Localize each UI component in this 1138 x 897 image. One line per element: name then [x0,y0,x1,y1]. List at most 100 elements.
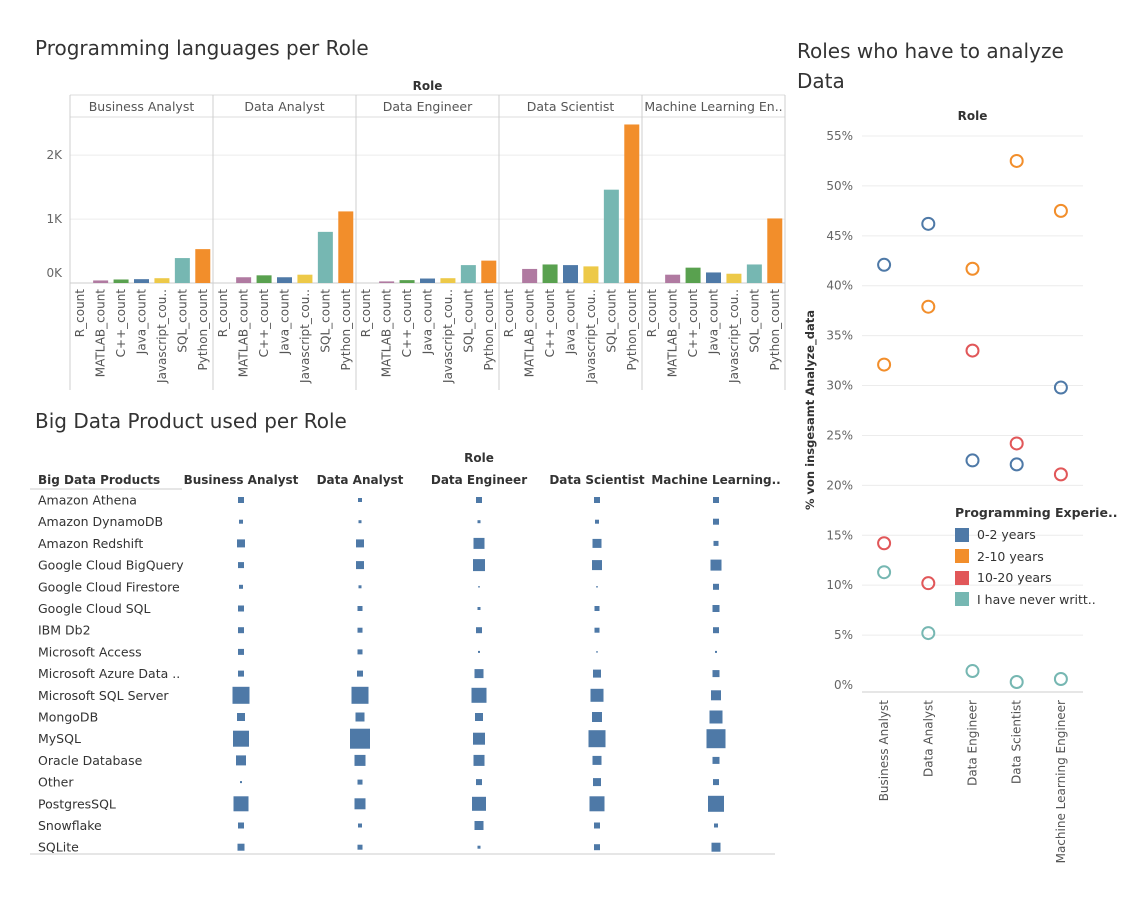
bar-Java_count [134,279,149,283]
role-panel-label: Data Analyst [244,99,324,114]
dot-point [965,343,980,358]
dot-point [965,664,980,679]
usage-square [237,539,245,548]
dot-point [1053,672,1068,687]
usage-square [355,712,365,722]
x-tick-label: SQL_count [461,289,475,353]
dot-point [1053,380,1068,395]
x-tick-label: Javascript_cou.. [584,289,598,384]
legend-item-never[interactable]: I have never writt.. [955,589,1135,611]
bar-Javascript_count [154,278,170,283]
legend-item-2-10[interactable]: 2-10 years [955,546,1135,568]
bar-Python_count [624,124,640,283]
bar-Java_count [420,278,435,283]
product-label: Oracle Database [38,753,143,768]
usage-square [358,498,362,502]
usage-square [711,842,721,852]
usage-square [588,730,606,748]
usage-square [472,796,486,811]
x-tick-label: C++_count [257,289,271,358]
y-tick-label: 30% [826,379,853,393]
bar-C++_count [542,264,558,283]
product-label: Amazon Redshift [38,536,143,551]
dot-point [1009,675,1024,690]
legend-item-10-20[interactable]: 10-20 years [955,567,1135,589]
usage-square [358,585,362,589]
legend-swatch [955,527,969,542]
x-tick-label: SQL_count [175,289,189,353]
x-tick-label: R_count [216,289,230,337]
x-tick-label: C++_count [400,289,414,358]
usage-square [237,713,245,721]
usage-square [708,795,724,812]
usage-square [478,586,480,588]
dot-point [877,565,892,580]
bar-Javascript_count [583,266,599,283]
x-tick-label: Java_count [564,289,578,355]
dot-point [1009,153,1024,168]
dot-point [965,261,980,276]
bar-SQL_count [174,258,190,283]
usage-square [589,796,605,812]
y-tick-label: 50% [826,179,853,193]
role-header: Role [464,451,494,465]
x-tick-label: R_count [502,289,516,337]
y-tick-label: 1K [46,212,63,226]
column-header: Data Engineer [431,473,527,487]
usage-square [595,519,599,524]
column-header: Data Scientist [549,473,645,487]
usage-square [594,497,600,503]
bar-SQL_count [460,265,476,283]
dot-point [921,626,936,641]
role-panel-label: Business Analyst [89,99,195,114]
usage-square [473,537,485,549]
dot-point [921,299,936,314]
legend-swatch [955,570,969,585]
bar-MATLAB_count [93,280,109,283]
product-label: Microsoft Azure Data .. [38,666,180,681]
usage-square [239,519,243,524]
bar-Python_count [481,260,497,283]
usage-square [476,627,482,634]
dot-point [877,357,892,372]
usage-square [473,732,485,745]
product-label: Snowflake [38,818,102,833]
product-label: Google Cloud SQL [38,601,151,616]
x-tick-label: Javascript_cou.. [298,289,312,384]
usage-square [475,713,483,721]
role-header: Role [958,109,988,123]
x-tick-label: Python_count [482,289,496,371]
usage-square [238,648,244,655]
bar-C++_count [685,267,701,283]
bar-C++_count [256,275,272,283]
usage-square [239,584,243,589]
bar-Javascript_count [726,273,742,283]
usage-square [478,650,480,653]
role-panel-label: Data Scientist [527,99,615,114]
usage-square [715,650,717,653]
x-tick-label: Machine Learning Engineer [1054,700,1068,863]
x-tick-label: Python_count [339,289,353,371]
usage-square [238,822,244,829]
x-tick-label: R_count [359,289,373,337]
usage-square [592,538,602,548]
usage-square [712,670,720,678]
x-tick-label: Javascript_cou.. [441,289,455,384]
usage-square [592,560,602,571]
legend-swatch [955,592,969,607]
y-tick-label: 40% [826,279,853,293]
bar-SQL_count [317,231,333,283]
usage-square [712,756,720,764]
product-label: Microsoft SQL Server [38,688,169,703]
y-axis-label: % von insgesamt Analyze_data [803,310,818,510]
row-header: Big Data Products [38,473,160,487]
column-header: Machine Learning.. [651,473,780,487]
legend-item-0-2[interactable]: 0-2 years [955,524,1135,546]
usage-square [594,822,600,829]
usage-square [238,627,244,634]
x-tick-label: R_count [73,289,87,337]
usage-square [713,518,719,525]
product-label: SQLite [38,840,79,855]
x-tick-label: C++_count [114,289,128,358]
